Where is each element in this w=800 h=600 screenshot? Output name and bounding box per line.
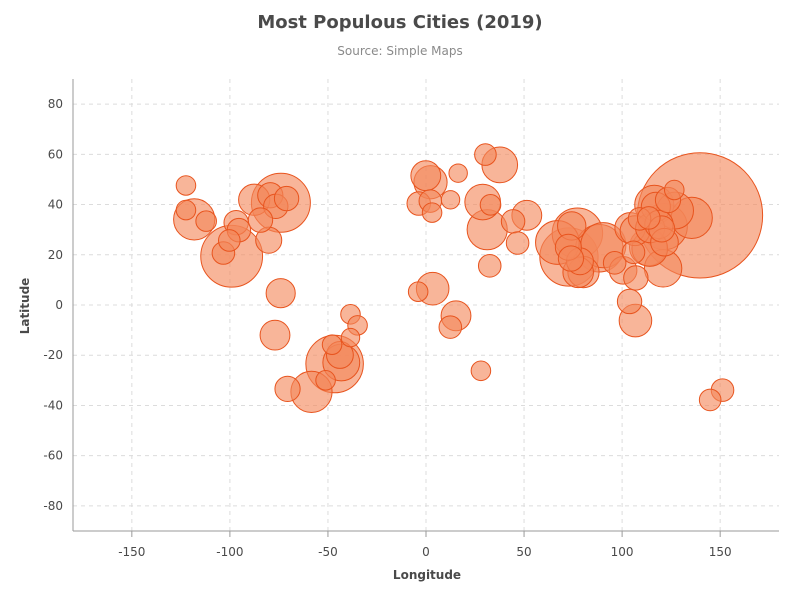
y-tick-label: 60 (48, 147, 63, 161)
x-tick-label: -150 (118, 545, 145, 559)
city-bubble (698, 388, 722, 412)
city-bubble (477, 254, 502, 278)
city-bubble (621, 240, 646, 265)
city-bubble (195, 210, 217, 232)
city-bubble (616, 288, 643, 315)
x-tick-label: -50 (318, 545, 338, 559)
city-bubble (474, 143, 497, 166)
y-axis-label: Latitude (18, 278, 32, 335)
y-tick-label: 80 (48, 97, 63, 111)
city-bubble (407, 281, 429, 302)
points-layer (173, 143, 764, 413)
chart-subtitle: Source: Simple Maps (337, 44, 462, 58)
city-bubble (340, 327, 361, 348)
city-bubble (175, 199, 197, 221)
y-tick-label: 40 (48, 198, 63, 212)
axis-layer: -150 -100 -50 0 50 100 150 -80 -60 -40 -20 0 20 40 60 8… (43, 79, 779, 559)
city-bubble (664, 179, 685, 201)
y-tick-label: 20 (48, 248, 63, 262)
city-bubble (623, 265, 649, 291)
y-tick-label: -60 (43, 449, 63, 463)
city-bubble (315, 370, 336, 391)
city-bubble (273, 185, 300, 212)
city-bubble (479, 194, 502, 216)
y-tick-label: -20 (43, 348, 63, 362)
city-bubble (247, 207, 274, 233)
grid-layer (73, 79, 779, 531)
city-bubble (175, 175, 197, 196)
x-tick-label: 150 (709, 545, 732, 559)
x-axis-label: Longitude (393, 568, 461, 582)
y-tick-label: -40 (43, 398, 63, 412)
y-tick-label: -80 (43, 499, 63, 513)
city-bubble (410, 160, 442, 192)
x-tick-label: -100 (216, 545, 243, 559)
city-bubble (500, 209, 526, 234)
chart-title: Most Populous Cities (2019) (257, 12, 542, 33)
city-bubble (602, 251, 627, 275)
city-bubble (321, 334, 343, 355)
city-bubble (440, 190, 461, 210)
x-tick-label: 50 (516, 545, 531, 559)
city-bubble (636, 206, 661, 230)
city-bubble (438, 315, 463, 339)
x-tick-label: 0 (422, 545, 430, 559)
city-bubble (259, 319, 291, 351)
x-tick-label: 100 (611, 545, 634, 559)
city-bubble (557, 245, 585, 272)
city-bubble (265, 278, 296, 309)
city-bubble (470, 360, 492, 382)
y-tick-label: 0 (55, 298, 63, 312)
city-bubble (421, 202, 443, 223)
city-bubble (274, 375, 301, 402)
city-bubble (505, 231, 530, 255)
city-bubble (217, 229, 241, 252)
city-bubble (448, 163, 468, 183)
